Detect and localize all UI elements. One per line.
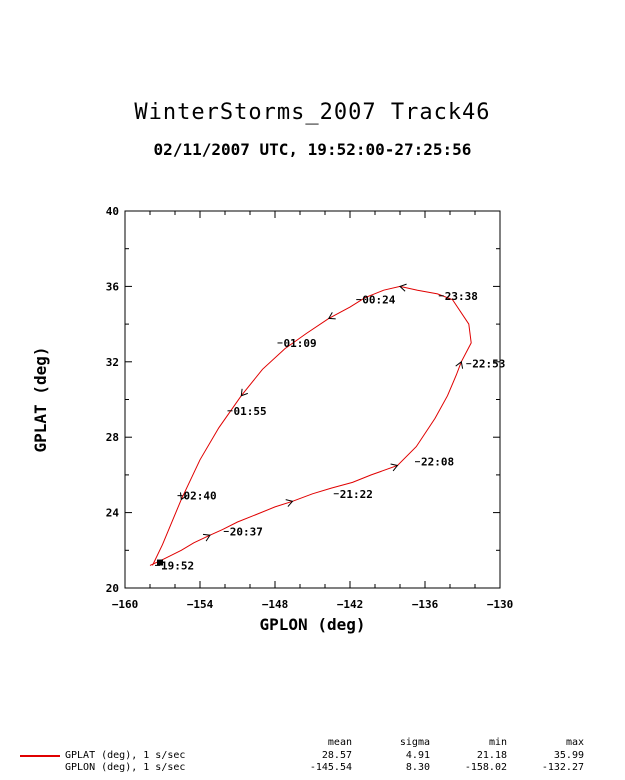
stats-sigma: 8.30 [405,762,430,773]
y-tick-label: 32 [106,356,119,369]
direction-arrow [390,463,399,472]
time-annotation: 01:09 [284,337,317,350]
direction-arrow [399,283,407,292]
track-plot: −160 −154 −148 −142 −136 −130 20 24 28 32 36 40 GPLO… [31,205,514,634]
time-annotation: 21:22 [340,488,373,501]
stats-row-label: GPLON (deg), 1 s/sec [65,762,186,773]
stats-table: mean sigma min max GPLAT (deg), 1 s/sec … [0,735,625,780]
x-tick-label: −142 [337,598,364,611]
time-annotation: 22:08 [421,456,454,469]
legend-line-swatch [20,755,60,757]
stats-header-max: max [565,737,584,748]
stats-mean: 28.57 [321,750,352,761]
direction-arrow [180,492,188,501]
chart-title: WinterStorms_2007 Track46 [134,100,491,125]
y-tick-label: 28 [106,431,119,444]
stats-row-gplat: GPLAT (deg), 1 s/sec 28.57 4.91 21.18 35… [0,750,625,762]
time-annotation: 00:24 [362,294,395,307]
time-annotation: 22:53 [472,358,505,371]
x-tick-label: −148 [262,598,289,611]
time-annotation: 02:40 [184,490,217,503]
stats-header-min: min [488,737,507,748]
chart-subtitle: 02/11/2007 UTC, 19:52:00-27:25:56 [153,140,472,159]
stats-min: -158.02 [464,762,507,773]
y-tick-label: 20 [106,582,119,595]
stats-max: 35.99 [553,750,584,761]
direction-arrow [202,533,211,542]
direction-arrow [455,360,464,369]
time-annotation: 23:38 [445,290,478,303]
stats-min: 21.18 [476,750,507,761]
stats-header-sigma: sigma [399,737,430,748]
x-tick-label: −154 [187,598,214,611]
time-annotation: 20:37 [230,525,263,538]
plot-frame [124,210,501,589]
x-tick-label: −160 [112,598,139,611]
x-axis-label: GPLON (deg) [260,615,366,634]
stats-header: mean sigma min max [0,737,625,749]
time-annotation: 19:52 [161,559,194,572]
stats-row-gplon: GPLON (deg), 1 s/sec -145.54 8.30 -158.0… [0,762,625,774]
stats-row-label: GPLAT (deg), 1 s/sec [65,750,186,761]
stats-header-mean: mean [327,737,352,748]
y-axis-label: GPLAT (deg) [31,347,50,453]
time-annotation: 01:55 [234,405,267,418]
x-tick-label: −130 [487,598,514,611]
y-tick-label: 40 [106,205,119,218]
stats-mean: -145.54 [309,762,352,773]
direction-arrow [327,312,336,320]
y-tick-label: 24 [106,507,120,520]
stats-max: -132.27 [541,762,584,773]
direction-arrow [240,388,248,397]
x-tick-label: −136 [412,598,439,611]
y-tick-label: 36 [106,280,120,293]
direction-arrow [285,499,294,507]
track-line [149,285,472,566]
start-marker [157,559,163,566]
stats-sigma: 4.91 [405,750,430,761]
